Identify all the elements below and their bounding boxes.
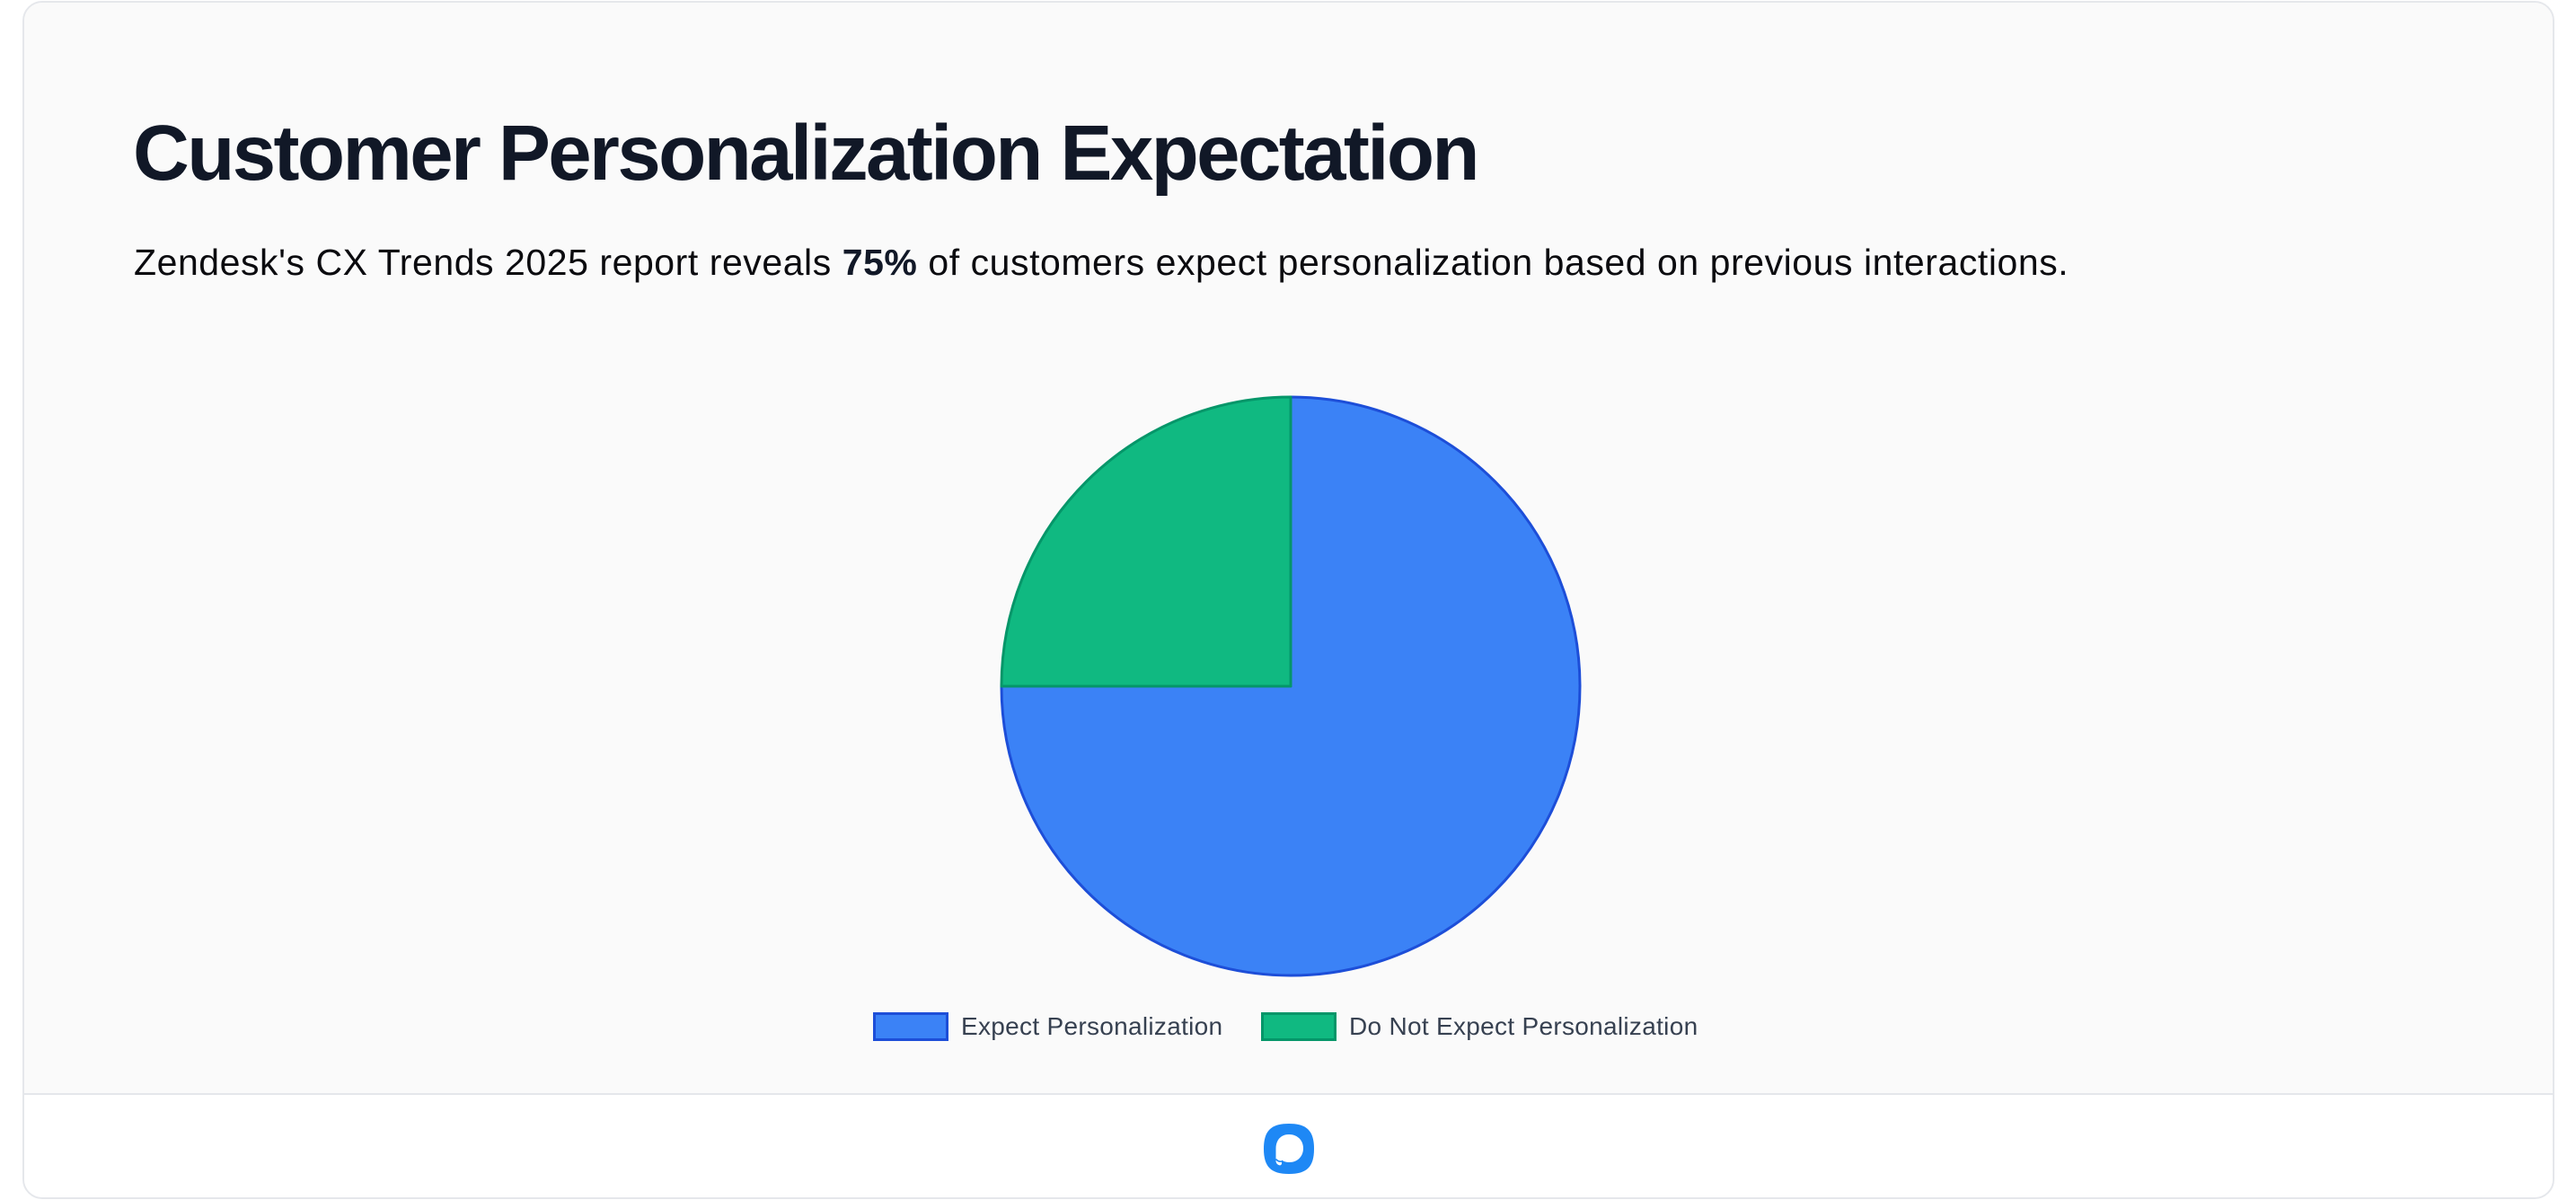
- pie-chart: Expect Personalization Do Not Expect Per…: [24, 3, 2553, 1093]
- chat-bubble-logo-icon[interactable]: [1263, 1123, 1315, 1175]
- chart-legend: Expect Personalization Do Not Expect Per…: [24, 1009, 2553, 1045]
- subtitle-text-before: Zendesk's CX Trends 2025 report reveals: [134, 242, 842, 283]
- pie-chart-canvas: [1000, 395, 1582, 977]
- legend-label: Expect Personalization: [961, 1012, 1223, 1040]
- legend-item-do-not-expect-personalization[interactable]: Do Not Expect Personalization: [1261, 1009, 1698, 1045]
- chart-content-area: Customer Personalization Expectation Zen…: [24, 3, 2553, 1093]
- card-footer: [24, 1093, 2553, 1197]
- chart-card: Customer Personalization Expectation Zen…: [22, 1, 2554, 1199]
- legend-label: Do Not Expect Personalization: [1349, 1012, 1698, 1040]
- subtitle-highlight-stat: 75%: [842, 242, 918, 283]
- chart-subtitle: Zendesk's CX Trends 2025 report reveals …: [134, 238, 2069, 287]
- subtitle-text-after: of customers expect personalization base…: [917, 242, 2069, 283]
- legend-swatch-green: [1261, 1012, 1337, 1041]
- legend-item-expect-personalization[interactable]: Expect Personalization: [873, 1009, 1222, 1045]
- pie-slice-do-not-expect-personalization[interactable]: [1000, 395, 1292, 688]
- page-title: Customer Personalization Expectation: [133, 110, 1480, 197]
- legend-swatch-blue: [873, 1012, 948, 1041]
